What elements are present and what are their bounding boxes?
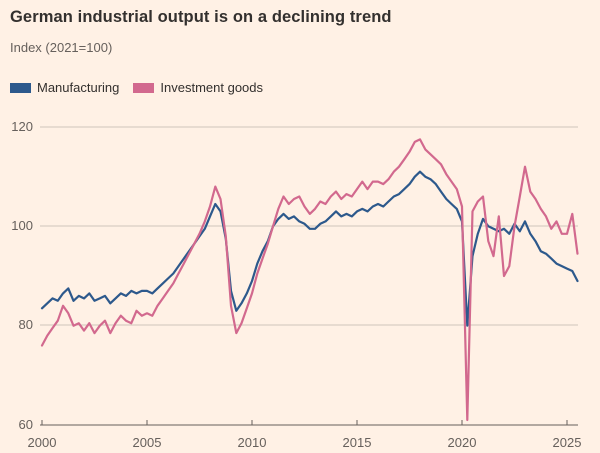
legend-item-manufacturing: Manufacturing — [10, 80, 119, 95]
y-axis-label-80: 80 — [19, 317, 33, 332]
x-axis-label-2015: 2015 — [343, 435, 372, 450]
x-axis-label-2010: 2010 — [238, 435, 267, 450]
y-axis-label-100: 100 — [11, 218, 33, 233]
legend-swatch-investment-goods — [133, 82, 155, 93]
legend-item-investment-goods: Investment goods — [133, 80, 263, 95]
x-axis-label-2005: 2005 — [133, 435, 162, 450]
legend-swatch-manufacturing — [10, 82, 31, 93]
legend: Manufacturing Investment goods — [10, 80, 263, 95]
y-axis-label-120: 120 — [11, 119, 33, 134]
chart-subtitle: Index (2021=100) — [10, 40, 113, 55]
page-title: German industrial output is on a declini… — [10, 8, 392, 26]
x-axis-label-2000: 2000 — [28, 435, 57, 450]
y-axis-label-60: 60 — [19, 417, 33, 432]
series-line-manufacturing — [40, 170, 579, 327]
series-line-investment-goods — [40, 138, 579, 422]
x-axis-label-2025: 2025 — [553, 435, 582, 450]
x-axis-label-2020: 2020 — [448, 435, 477, 450]
legend-label-investment-goods: Investment goods — [160, 80, 264, 95]
legend-label-manufacturing: Manufacturing — [37, 80, 120, 95]
